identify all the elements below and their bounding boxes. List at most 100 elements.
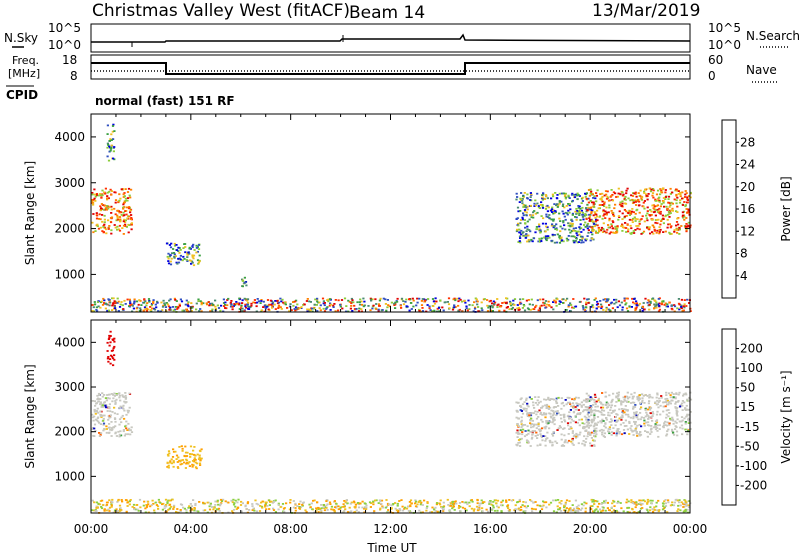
- data-cell: [551, 211, 554, 213]
- data-cell: [461, 506, 465, 509]
- data-cell: [570, 235, 573, 238]
- data-cell: [234, 505, 237, 508]
- data-cell: [592, 418, 595, 421]
- data-cell: [396, 502, 399, 505]
- data-cell: [572, 239, 575, 242]
- data-cell: [675, 393, 678, 395]
- data-cell: [109, 147, 113, 150]
- data-cell: [588, 415, 591, 418]
- data-cell: [582, 504, 585, 507]
- data-cell: [563, 413, 566, 416]
- data-cell: [111, 355, 114, 358]
- data-cell: [95, 501, 98, 504]
- data-cell: [174, 255, 177, 257]
- data-cell: [181, 450, 184, 452]
- data-cell: [101, 230, 104, 232]
- data-cell: [592, 425, 595, 428]
- data-cell: [166, 255, 169, 258]
- data-cell: [548, 427, 551, 430]
- data-cell: [169, 246, 173, 249]
- data-cell: [668, 223, 671, 226]
- data-cell: [562, 298, 565, 300]
- data-cell: [168, 507, 172, 510]
- data-cell: [601, 231, 605, 233]
- data-cell: [264, 503, 267, 505]
- data-cell: [510, 304, 513, 307]
- data-cell: [568, 500, 571, 502]
- data-cell: [617, 428, 620, 430]
- data-cell: [193, 460, 196, 463]
- data-cell: [555, 228, 559, 231]
- data-cell: [113, 146, 116, 148]
- data-cell: [318, 307, 321, 309]
- data-cell: [617, 500, 620, 503]
- data-cell: [118, 504, 122, 507]
- data-cell: [544, 404, 547, 407]
- data-cell: [478, 504, 481, 507]
- data-cell: [146, 504, 149, 507]
- data-cell: [590, 437, 593, 439]
- data-cell: [440, 506, 443, 509]
- data-cell: [429, 309, 432, 311]
- data-cell: [360, 308, 363, 310]
- data-cell: [92, 509, 95, 512]
- data-cell: [399, 304, 402, 307]
- data-cell: [382, 506, 385, 509]
- data-cell: [625, 409, 628, 411]
- data-cell: [524, 430, 527, 432]
- data-cell: [161, 508, 164, 511]
- data-cell: [130, 217, 133, 219]
- data-cell: [280, 308, 283, 310]
- data-cell: [569, 426, 572, 428]
- data-cell: [107, 299, 111, 301]
- data-cell: [584, 226, 587, 228]
- data-cell: [605, 417, 608, 419]
- data-cell: [664, 230, 667, 233]
- data-cell: [667, 415, 670, 418]
- data-cell: [639, 418, 642, 421]
- data-cell: [671, 202, 674, 205]
- data-cell: [689, 191, 692, 194]
- data-cell: [581, 200, 584, 202]
- data-cell: [602, 209, 605, 212]
- data-cell: [172, 465, 175, 468]
- data-cell: [662, 507, 665, 510]
- data-cell: [681, 409, 684, 411]
- data-cell: [529, 308, 532, 311]
- data-cell: [121, 395, 124, 398]
- data-cell: [638, 200, 641, 203]
- data-cell: [524, 210, 527, 213]
- data-cell: [636, 416, 639, 418]
- data-cell: [633, 429, 636, 432]
- data-cell: [555, 397, 558, 400]
- data-cell: [95, 212, 98, 214]
- data-cell: [626, 397, 630, 400]
- data-cell: [492, 300, 495, 303]
- data-cell: [170, 458, 173, 461]
- data-cell: [272, 509, 276, 511]
- data-cell: [666, 218, 669, 221]
- data-cell: [108, 499, 111, 502]
- data-cell: [124, 394, 127, 397]
- data-cell: [646, 301, 649, 304]
- data-cell: [379, 507, 382, 510]
- data-cell: [517, 425, 520, 428]
- data-cell: [576, 434, 579, 436]
- data-cell: [598, 502, 601, 505]
- data-cell: [517, 222, 520, 225]
- data-cell: [293, 308, 296, 310]
- data-cell: [674, 406, 677, 408]
- data-cell: [568, 508, 571, 510]
- data-cell: [576, 507, 579, 510]
- data-cell: [670, 233, 673, 235]
- data-cell: [121, 414, 124, 417]
- data-cell: [576, 192, 579, 195]
- data-cell: [658, 226, 661, 228]
- data-cell: [671, 416, 674, 419]
- data-cell: [108, 407, 111, 410]
- data-cell: [107, 338, 110, 340]
- data-cell: [610, 189, 613, 191]
- data-cell: [620, 403, 623, 406]
- data-cell: [664, 424, 667, 426]
- data-cell: [556, 412, 559, 415]
